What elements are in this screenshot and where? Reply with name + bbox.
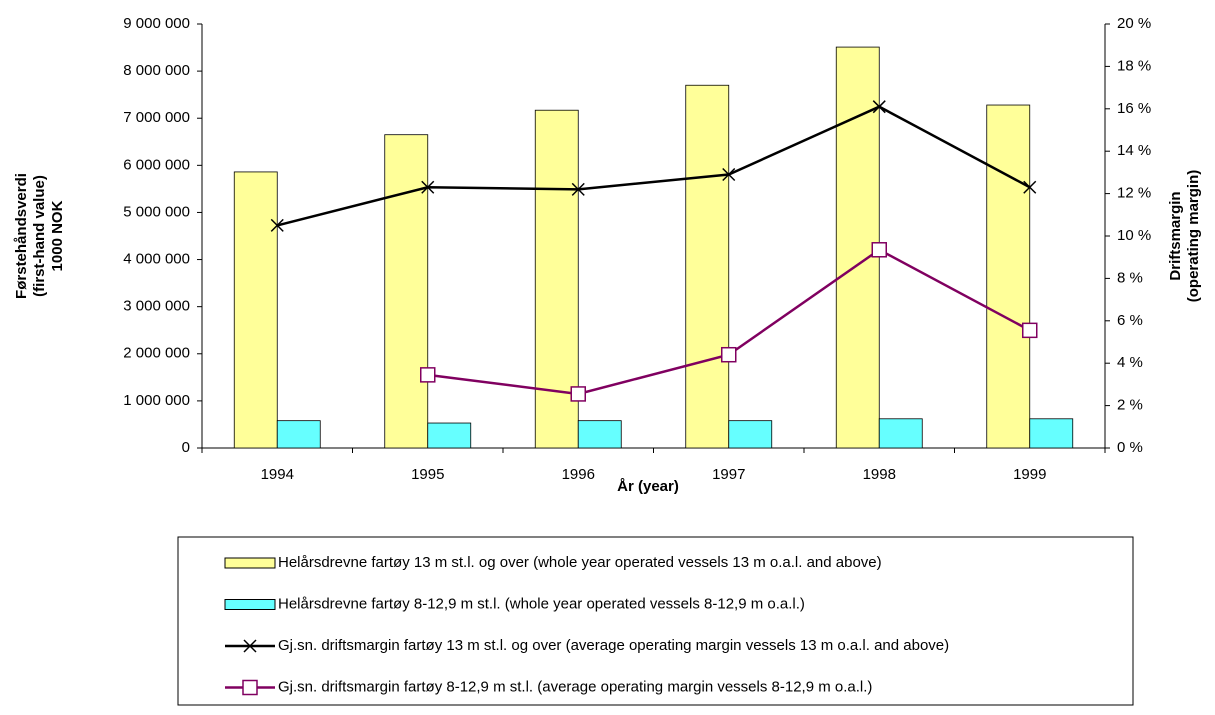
y-axis-title-line: (first-hand value) xyxy=(31,175,48,297)
line-marker xyxy=(571,182,585,196)
legend-marker xyxy=(242,679,258,696)
y2-tick-label: 0 % xyxy=(1117,439,1143,456)
y-tick-label: 5 000 000 xyxy=(123,203,190,220)
line xyxy=(276,105,1031,227)
y2-tick-label: 16 % xyxy=(1117,100,1151,117)
bar xyxy=(276,420,321,449)
line-marker xyxy=(270,218,284,232)
bar xyxy=(427,422,472,449)
line-marker xyxy=(1023,180,1037,194)
line-marker xyxy=(570,386,586,402)
bar xyxy=(878,418,923,449)
bar xyxy=(685,84,730,449)
y2-axis-title-line: Driftsmargin xyxy=(1167,191,1184,280)
y-tick-label: 0 xyxy=(182,439,190,456)
y2-tick-label: 8 % xyxy=(1117,269,1143,286)
y2-tick-label: 18 % xyxy=(1117,57,1151,74)
x-tick-label: 1999 xyxy=(1013,466,1046,483)
legend-box xyxy=(177,536,1134,706)
bar xyxy=(577,420,622,449)
x-tick-label: 1996 xyxy=(562,466,595,483)
y-tick-label: 9 000 000 xyxy=(123,15,190,32)
x-axis-title: År (year) xyxy=(617,478,679,495)
y-axis-title: Førstehåndsverdi(first-hand value)1000 N… xyxy=(13,173,66,299)
bar xyxy=(1029,418,1074,449)
x-tick-label: 1994 xyxy=(261,466,294,483)
bar xyxy=(233,171,278,449)
y-tick-label: 6 000 000 xyxy=(123,156,190,173)
y-tick-label: 2 000 000 xyxy=(123,345,190,362)
line-marker xyxy=(1022,322,1038,339)
x-tick-label: 1997 xyxy=(712,466,745,483)
y2-tick-label: 14 % xyxy=(1117,142,1151,159)
y2-tick-label: 6 % xyxy=(1117,312,1143,329)
y2-tick-label: 4 % xyxy=(1117,354,1143,371)
y2-axis-title-line: (operating margin) xyxy=(1185,170,1202,303)
y-tick-label: 1 000 000 xyxy=(123,392,190,409)
y-tick-label: 8 000 000 xyxy=(123,62,190,79)
x-tick-label: 1995 xyxy=(411,466,444,483)
y-axis-title-line: Førstehåndsverdi xyxy=(13,173,30,299)
y2-tick-label: 10 % xyxy=(1117,227,1151,244)
y-tick-label: 3 000 000 xyxy=(123,298,190,315)
y-axis-title-line: 1000 NOK xyxy=(49,200,66,271)
y-tick-label: 4 000 000 xyxy=(123,251,190,268)
line-marker xyxy=(721,346,737,363)
y2-axis-title: Driftsmargin(operating margin) xyxy=(1167,170,1202,303)
legend-label: Gj.sn. driftsmargin fartøy 8-12,9 m st.l… xyxy=(278,678,872,695)
legend-swatch xyxy=(224,599,276,610)
y2-tick-label: 20 % xyxy=(1117,15,1151,32)
y-tick-label: 7 000 000 xyxy=(123,109,190,126)
line-marker xyxy=(872,100,886,114)
legend-label: Helårsdrevne fartøy 13 m st.l. og over (… xyxy=(278,554,882,571)
line-marker xyxy=(420,367,436,383)
y2-tick-label: 2 % xyxy=(1117,397,1143,414)
legend-swatch xyxy=(224,557,276,569)
legend-label: Gj.sn. driftsmargin fartøy 13 m st.l. og… xyxy=(278,637,949,654)
x-tick-label: 1998 xyxy=(863,466,896,483)
line-marker xyxy=(421,180,435,194)
line-marker xyxy=(722,167,736,182)
legend-label: Helårsdrevne fartøy 8-12,9 m st.l. (whol… xyxy=(278,595,805,612)
bar xyxy=(384,134,429,449)
y2-tick-label: 12 % xyxy=(1117,185,1151,202)
legend-marker xyxy=(243,639,257,653)
line-marker xyxy=(871,242,887,258)
bar xyxy=(728,420,773,449)
bar xyxy=(986,104,1031,449)
